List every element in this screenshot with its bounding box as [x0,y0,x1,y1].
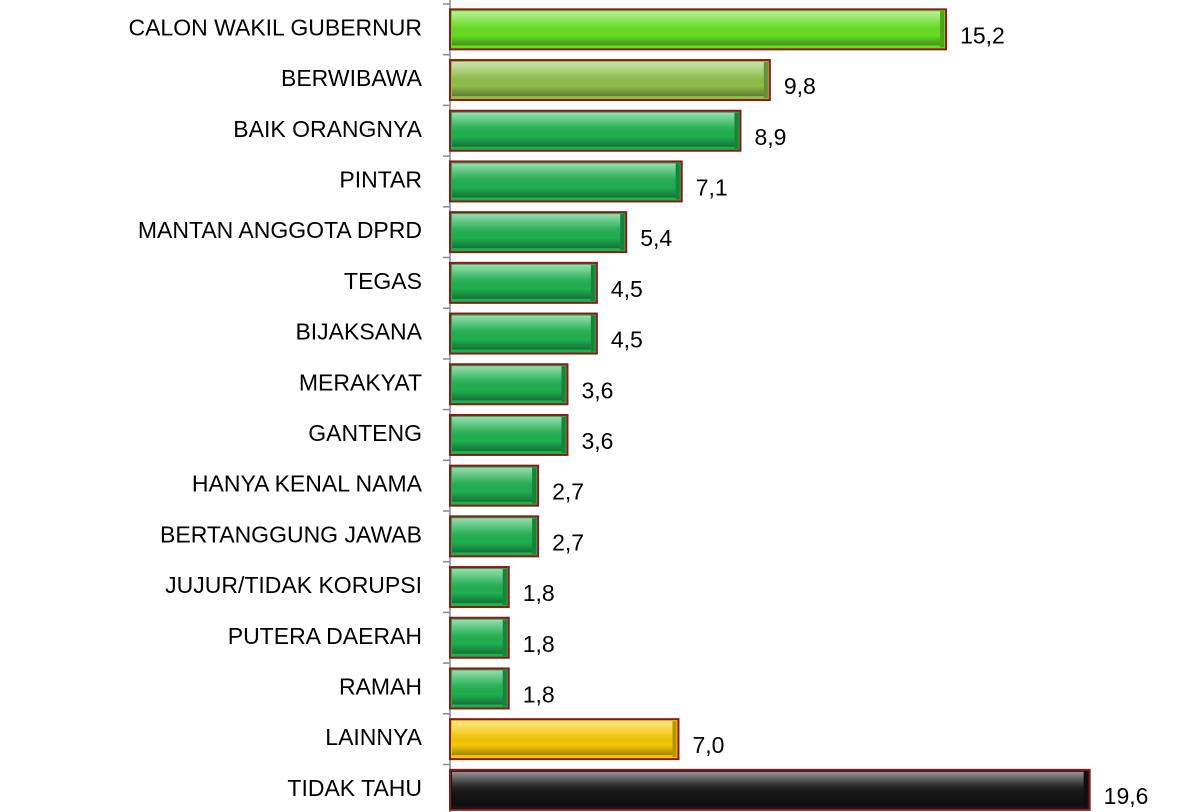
category-label: JUJUR/TIDAK KORUPSI [165,572,422,598]
bar-shine [452,619,503,654]
bar-shine [452,315,591,350]
bar-edge [590,315,595,352]
bar-shine [452,163,676,198]
category-label: PUTERA DAERAH [228,623,422,649]
value-label: 4,5 [611,327,643,353]
bar-edge [502,569,507,606]
bar-edge [620,214,625,251]
category-label: MERAKYAT [299,369,422,395]
category-label: GANTENG [308,420,422,446]
bar-shine [452,416,562,451]
category-label: LAINNYA [325,724,422,750]
bar-edge [590,264,595,301]
bar-shine [452,721,673,756]
value-label: 1,8 [523,580,555,606]
bar-edge [532,518,537,555]
bar-shine [452,569,503,604]
value-label: 2,7 [552,479,584,505]
bar-shine [452,62,764,97]
bar-shine [452,771,1084,806]
value-label: 1,8 [523,682,555,708]
bar-edge [940,11,945,48]
bar-shine [452,366,562,401]
category-label: HANYA KENAL NAMA [192,471,423,497]
value-label: 2,7 [552,529,584,555]
value-label: 7,0 [692,732,724,758]
bar-shine [452,264,591,299]
value-label: 5,4 [640,225,672,251]
value-label: 15,2 [960,22,1005,48]
value-label: 19,6 [1104,783,1149,809]
value-label: 3,6 [581,428,613,454]
bar-shine [452,11,941,46]
bar-edge [532,467,537,504]
category-label: RAMAH [339,674,422,700]
category-label: BIJAKSANA [295,319,422,345]
bar-edge [672,721,677,758]
bar-edge [561,416,566,453]
bar-shine [452,467,533,502]
value-label: 4,5 [611,276,643,302]
value-label: 3,6 [581,377,613,403]
bar-edge [1083,771,1088,808]
value-label: 9,8 [784,73,816,99]
bar-shine [452,518,533,553]
category-label: TEGAS [344,268,422,294]
category-label: TIDAK TAHU [287,775,422,801]
value-label: 7,1 [696,175,728,201]
bar-edge [734,112,739,149]
value-label: 8,9 [754,124,786,150]
bar-edge [502,619,507,656]
category-label: BERWIBAWA [281,65,423,91]
value-label: 1,8 [523,631,555,657]
bar-shine [452,112,735,147]
bar-edge [502,670,507,707]
bar-edge [675,163,680,200]
category-label: PINTAR [339,167,422,193]
bar-edge [763,62,768,99]
category-label: CALON WAKIL GUBERNUR [128,14,422,40]
bar-edge [561,366,566,403]
category-label: BERTANGGUNG JAWAB [160,521,422,547]
category-label: MANTAN ANGGOTA DPRD [138,217,422,243]
bar-shine [452,214,621,249]
bar-shine [452,670,503,705]
category-label: BAIK ORANGNYA [233,116,422,142]
